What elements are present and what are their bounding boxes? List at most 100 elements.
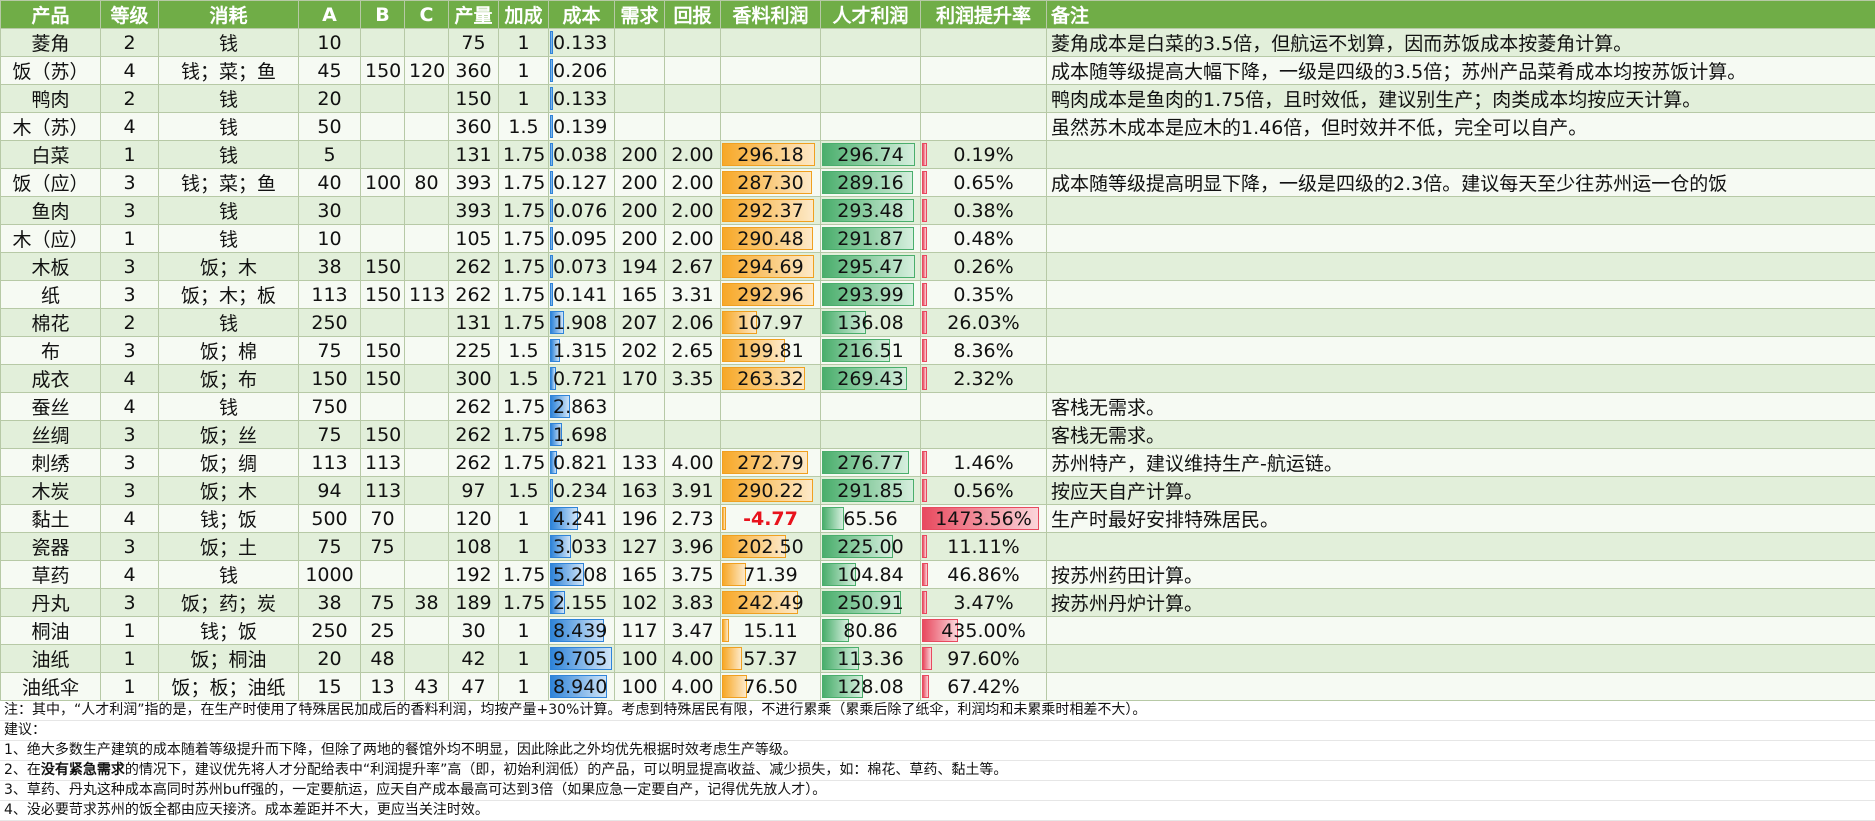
cell-talent-profit[interactable]: 216.51 bbox=[821, 337, 921, 365]
cell-level[interactable]: 1 bbox=[101, 225, 159, 253]
cell-b[interactable]: 150 bbox=[361, 253, 405, 281]
cell-return[interactable] bbox=[665, 85, 721, 113]
cell-consume[interactable]: 钱；饭 bbox=[159, 505, 299, 533]
cell-talent-profit[interactable]: 291.87 bbox=[821, 225, 921, 253]
cell-cost[interactable]: 2.155 bbox=[549, 589, 615, 617]
cell-c[interactable] bbox=[405, 225, 449, 253]
cell-return[interactable]: 2.00 bbox=[665, 169, 721, 197]
cell-cost[interactable]: 1.315 bbox=[549, 337, 615, 365]
cell-talent-profit[interactable]: 276.77 bbox=[821, 449, 921, 477]
cell-note[interactable]: 鸭肉成本是鱼肉的1.75倍，且时效低，建议别生产；肉类成本均按应天计算。 bbox=[1047, 85, 1875, 113]
cell-cost[interactable]: 0.076 bbox=[549, 197, 615, 225]
cell-cost[interactable]: 1.908 bbox=[549, 309, 615, 337]
cell-bonus[interactable]: 1 bbox=[499, 85, 549, 113]
cell-cost[interactable]: 8.940 bbox=[549, 673, 615, 701]
cell-a[interactable]: 10 bbox=[299, 29, 361, 57]
header-b[interactable]: B bbox=[361, 1, 405, 29]
cell-product[interactable]: 木（应） bbox=[1, 225, 101, 253]
cell-talent-profit[interactable]: 269.43 bbox=[821, 365, 921, 393]
cell-product[interactable]: 草药 bbox=[1, 561, 101, 589]
cell-bonus[interactable]: 1.75 bbox=[499, 253, 549, 281]
cell-bonus[interactable]: 1.5 bbox=[499, 477, 549, 505]
cell-return[interactable]: 3.31 bbox=[665, 281, 721, 309]
cell-c[interactable]: 80 bbox=[405, 169, 449, 197]
cell-note[interactable]: 按应天自产计算。 bbox=[1047, 477, 1875, 505]
cell-output[interactable]: 393 bbox=[449, 197, 499, 225]
cell-talent-profit[interactable] bbox=[821, 85, 921, 113]
cell-level[interactable]: 3 bbox=[101, 533, 159, 561]
cell-product[interactable]: 刺绣 bbox=[1, 449, 101, 477]
cell-profit-rate[interactable] bbox=[921, 113, 1047, 141]
cell-return[interactable]: 3.35 bbox=[665, 365, 721, 393]
cell-c[interactable] bbox=[405, 197, 449, 225]
cell-output[interactable]: 105 bbox=[449, 225, 499, 253]
cell-profit-rate[interactable]: 0.26% bbox=[921, 253, 1047, 281]
cell-note[interactable]: 生产时最好安排特殊居民。 bbox=[1047, 505, 1875, 533]
cell-c[interactable] bbox=[405, 421, 449, 449]
cell-spice-profit[interactable] bbox=[721, 57, 821, 85]
cell-product[interactable]: 油纸伞 bbox=[1, 673, 101, 701]
cell-b[interactable] bbox=[361, 561, 405, 589]
cell-spice-profit[interactable]: 287.30 bbox=[721, 169, 821, 197]
cell-demand[interactable] bbox=[615, 85, 665, 113]
cell-note[interactable]: 客栈无需求。 bbox=[1047, 421, 1875, 449]
cell-consume[interactable]: 钱 bbox=[159, 393, 299, 421]
cell-cost[interactable]: 0.095 bbox=[549, 225, 615, 253]
cell-product[interactable]: 纸 bbox=[1, 281, 101, 309]
cell-profit-rate[interactable]: 26.03% bbox=[921, 309, 1047, 337]
cell-bonus[interactable]: 1.75 bbox=[499, 281, 549, 309]
cell-consume[interactable]: 饭；绸 bbox=[159, 449, 299, 477]
cell-a[interactable]: 50 bbox=[299, 113, 361, 141]
cell-cost[interactable]: 0.133 bbox=[549, 29, 615, 57]
cell-cost[interactable]: 0.234 bbox=[549, 477, 615, 505]
cell-b[interactable] bbox=[361, 113, 405, 141]
cell-consume[interactable]: 饭；板；油纸 bbox=[159, 673, 299, 701]
cell-profit-rate[interactable]: 2.32% bbox=[921, 365, 1047, 393]
cell-cost[interactable]: 8.439 bbox=[549, 617, 615, 645]
header-talent-profit[interactable]: 人才利润 bbox=[821, 1, 921, 29]
cell-return[interactable]: 2.00 bbox=[665, 141, 721, 169]
header-consume[interactable]: 消耗 bbox=[159, 1, 299, 29]
cell-product[interactable]: 丝绸 bbox=[1, 421, 101, 449]
cell-return[interactable]: 2.67 bbox=[665, 253, 721, 281]
cell-profit-rate[interactable]: 11.11% bbox=[921, 533, 1047, 561]
cell-profit-rate[interactable]: 0.56% bbox=[921, 477, 1047, 505]
cell-note[interactable] bbox=[1047, 337, 1875, 365]
cell-bonus[interactable]: 1.75 bbox=[499, 225, 549, 253]
cell-spice-profit[interactable]: 199.81 bbox=[721, 337, 821, 365]
cell-demand[interactable]: 170 bbox=[615, 365, 665, 393]
cell-a[interactable]: 1000 bbox=[299, 561, 361, 589]
advice-4[interactable]: 4、没必要苛求苏州的饭全都由应天接济。成本差距并不大，更应当关注时效。 bbox=[0, 801, 1875, 821]
cell-consume[interactable]: 饭；土 bbox=[159, 533, 299, 561]
cell-b[interactable] bbox=[361, 29, 405, 57]
cell-return[interactable] bbox=[665, 421, 721, 449]
cell-consume[interactable]: 钱 bbox=[159, 113, 299, 141]
cell-cost[interactable]: 3.033 bbox=[549, 533, 615, 561]
cell-c[interactable] bbox=[405, 393, 449, 421]
cell-profit-rate[interactable]: 0.35% bbox=[921, 281, 1047, 309]
cell-spice-profit[interactable]: -4.77 bbox=[721, 505, 821, 533]
cell-output[interactable]: 360 bbox=[449, 113, 499, 141]
cell-output[interactable]: 262 bbox=[449, 281, 499, 309]
cell-demand[interactable]: 202 bbox=[615, 337, 665, 365]
cell-output[interactable]: 262 bbox=[449, 393, 499, 421]
cell-cost[interactable]: 0.133 bbox=[549, 85, 615, 113]
cell-b[interactable] bbox=[361, 197, 405, 225]
header-profit-rate[interactable]: 利润提升率 bbox=[921, 1, 1047, 29]
cell-profit-rate[interactable]: 0.48% bbox=[921, 225, 1047, 253]
cell-talent-profit[interactable]: 293.48 bbox=[821, 197, 921, 225]
cell-a[interactable]: 15 bbox=[299, 673, 361, 701]
cell-return[interactable]: 2.00 bbox=[665, 225, 721, 253]
cell-return[interactable]: 4.00 bbox=[665, 673, 721, 701]
cell-spice-profit[interactable] bbox=[721, 85, 821, 113]
cell-output[interactable]: 47 bbox=[449, 673, 499, 701]
cell-output[interactable]: 262 bbox=[449, 253, 499, 281]
cell-talent-profit[interactable]: 296.74 bbox=[821, 141, 921, 169]
cell-a[interactable]: 150 bbox=[299, 365, 361, 393]
advice-3[interactable]: 3、草药、丹丸这种成本高同时苏州buff强的，一定要航运，应天自产成本最高可达到… bbox=[0, 781, 1875, 801]
cell-spice-profit[interactable]: 71.39 bbox=[721, 561, 821, 589]
cell-spice-profit[interactable]: 290.48 bbox=[721, 225, 821, 253]
cell-product[interactable]: 棉花 bbox=[1, 309, 101, 337]
cell-demand[interactable] bbox=[615, 393, 665, 421]
cell-note[interactable] bbox=[1047, 197, 1875, 225]
